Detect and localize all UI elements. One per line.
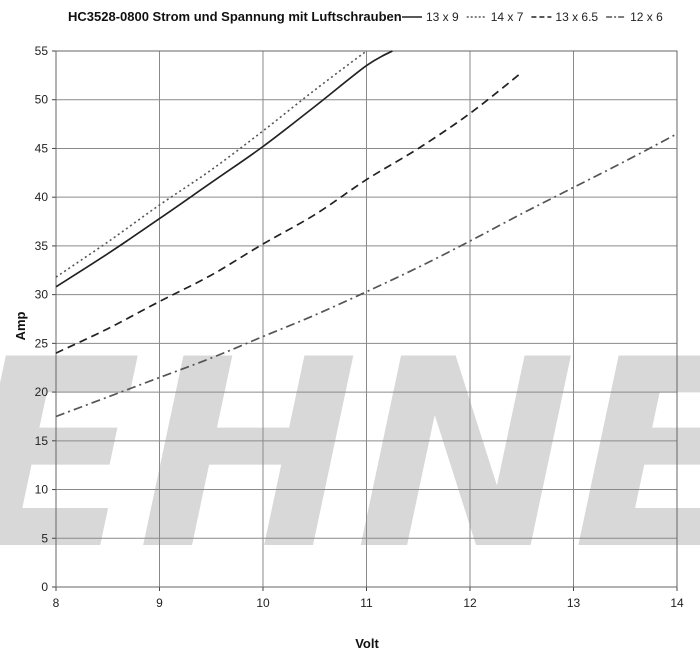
x-tick-label: 10: [256, 596, 270, 610]
x-tick-label: 8: [53, 596, 60, 610]
y-tick-label: 5: [41, 531, 48, 545]
chart-title: HC3528-0800 Strom und Spannung mit Lufts…: [68, 9, 402, 24]
x-tick-label: 12: [463, 596, 477, 610]
series-line-3: [55, 71, 523, 354]
y-tick-label: 0: [41, 580, 48, 594]
y-tick-label: 15: [35, 434, 49, 448]
series-line-2: [55, 50, 367, 278]
y-tick-label: 20: [35, 385, 49, 399]
legend-label-2: 14 x 7: [491, 10, 524, 24]
legend-label-4: 12 x 6: [630, 10, 663, 24]
y-tick-label: 40: [35, 190, 49, 204]
y-tick-label: 25: [35, 336, 49, 350]
axes: [52, 50, 678, 591]
series-line-1: [55, 50, 393, 288]
watermark: LEHNER: [0, 305, 700, 608]
y-tick-label: 50: [35, 93, 49, 107]
legend-label-1: 13 x 9: [426, 10, 459, 24]
y-tick-label: 10: [35, 483, 49, 497]
watermark-text: LEHNER: [0, 305, 700, 608]
y-tick-label: 35: [35, 239, 49, 253]
legend: 13 x 9 14 x 7 13 x 6.5 12 x 6: [402, 10, 663, 24]
x-tick-label: 11: [360, 596, 373, 610]
y-tick-label: 30: [35, 288, 49, 302]
legend-label-3: 13 x 6.5: [555, 10, 598, 24]
tick-labels: 0 5 10 15 20 25 30 35 40 45 50 55 8 9 10 11 12 13 14: [35, 44, 684, 610]
plot-frame: [55, 50, 678, 588]
x-tick-label: 9: [156, 596, 163, 610]
y-tick-label: 55: [35, 44, 49, 58]
series: [55, 50, 678, 418]
y-axis-title: Amp: [13, 311, 28, 340]
x-tick-label: 13: [567, 596, 581, 610]
x-axis-title: Volt: [355, 636, 379, 651]
y-tick-label: 45: [35, 141, 49, 155]
x-tick-label: 14: [670, 596, 684, 610]
